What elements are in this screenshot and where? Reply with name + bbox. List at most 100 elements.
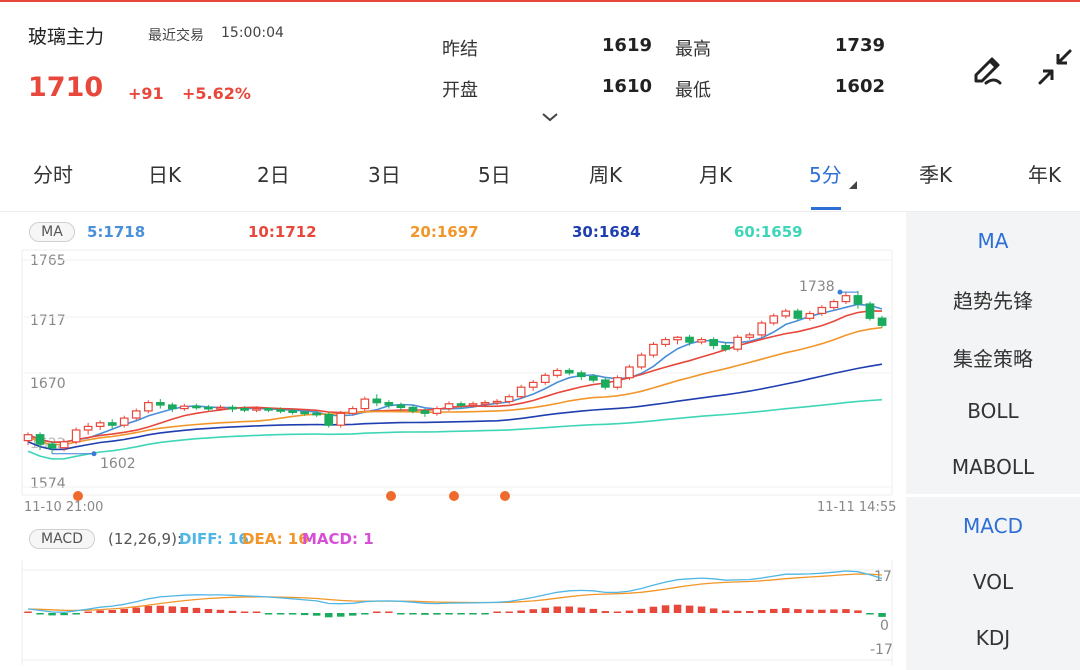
- macd-histogram-bar: [252, 611, 261, 613]
- down-candle: [35, 434, 45, 445]
- macd-histogram-bar: [842, 609, 850, 613]
- tab-3day[interactable]: 3日: [368, 163, 401, 187]
- collapse-arrows-icon[interactable]: [1034, 45, 1078, 89]
- side-item-fund-strategy[interactable]: 集金策略: [953, 347, 1033, 371]
- macd-indicator-pill[interactable]: MACD: [29, 529, 95, 549]
- up-candle: [697, 339, 706, 343]
- event-marker-dot: [449, 491, 459, 501]
- tab-yearly-k[interactable]: 年K: [1028, 163, 1062, 187]
- down-candle: [156, 402, 165, 406]
- macd-histogram-bar: [385, 611, 393, 613]
- up-candle: [540, 374, 550, 383]
- side-item-vol[interactable]: VOL: [972, 570, 1014, 594]
- up-candle: [733, 336, 743, 350]
- side-item-macd[interactable]: MACD: [963, 514, 1023, 538]
- expand-chevron-icon[interactable]: [541, 110, 559, 124]
- macd-histogram-bar: [72, 613, 80, 615]
- x-end-label: 11-11 14:55: [817, 500, 897, 515]
- macd-histogram-bar: [553, 606, 561, 613]
- up-candle: [131, 410, 141, 419]
- down-candle: [877, 317, 887, 326]
- down-candle: [264, 408, 273, 411]
- macd-histogram-bar: [601, 611, 610, 613]
- tab-quarterly-k[interactable]: 季K: [919, 163, 953, 187]
- macd-histogram-bar: [48, 613, 56, 616]
- open-label: 开盘: [442, 80, 478, 101]
- macd-histogram-bar: [397, 613, 405, 615]
- up-candle: [504, 396, 514, 403]
- down-candle: [600, 379, 610, 388]
- macd-histogram-bar: [132, 607, 140, 613]
- tab-5day[interactable]: 5日: [478, 163, 511, 187]
- macd-histogram-bar: [529, 609, 537, 613]
- macd-diff-line: [27, 570, 883, 613]
- tab-monthly-k[interactable]: 月K: [699, 163, 733, 187]
- macd-histogram-bar: [806, 609, 814, 613]
- ma60-value: 60:1659: [734, 223, 803, 241]
- tab-fenshi[interactable]: 分时: [33, 163, 73, 187]
- macd-histogram-bar: [637, 608, 646, 613]
- macd-histogram-bar: [649, 606, 658, 613]
- macd-histogram-bar: [505, 611, 513, 613]
- macd-macd-value: MACD: 1: [302, 530, 374, 548]
- tab-5min[interactable]: 5分: [809, 163, 842, 187]
- side-item-boll[interactable]: BOLL: [967, 399, 1019, 423]
- up-candle: [59, 441, 69, 449]
- macd-histogram-bar: [216, 609, 225, 613]
- macd-histogram-bar: [770, 608, 778, 613]
- up-candle: [769, 315, 779, 324]
- macd-histogram-bar: [337, 613, 345, 617]
- up-candle: [444, 403, 454, 410]
- macd-histogram-bar: [758, 610, 766, 613]
- up-candle: [119, 417, 129, 426]
- up-candle: [661, 339, 670, 346]
- macd-histogram-bar: [854, 610, 862, 613]
- low-value: 1602: [834, 76, 885, 97]
- side-item-maboll[interactable]: MABOLL: [951, 455, 1035, 479]
- up-candle: [83, 425, 93, 431]
- macd-histogram-bar: [60, 613, 68, 616]
- down-candle: [312, 412, 321, 416]
- macd-histogram-bar: [84, 611, 92, 613]
- down-candle: [709, 339, 719, 347]
- up-candle: [817, 306, 827, 315]
- tab-daily-k[interactable]: 日K: [148, 163, 182, 187]
- tab-2day[interactable]: 2日: [257, 163, 290, 187]
- macd-histogram-bar: [421, 613, 429, 615]
- macd-histogram-bar: [577, 607, 586, 613]
- top-accent-line: [0, 0, 1080, 2]
- macd-params: (12,26,9):: [108, 530, 183, 548]
- prev-settle-value: 1619: [601, 35, 652, 56]
- up-candle: [649, 343, 658, 356]
- down-candle: [853, 295, 863, 305]
- down-candle: [300, 411, 309, 415]
- event-marker-dot: [73, 491, 83, 501]
- down-candle: [793, 310, 803, 319]
- side-item-trend-pioneer[interactable]: 趋势先锋: [953, 289, 1033, 313]
- macd-histogram-bar: [24, 611, 32, 613]
- macd-histogram-bar: [541, 607, 549, 613]
- macd-histogram-bar: [517, 610, 525, 613]
- tab-dropdown-caret-icon[interactable]: [849, 181, 857, 189]
- macd-histogram-bar: [697, 606, 706, 613]
- down-candle: [240, 408, 249, 411]
- side-item-kdj[interactable]: KDJ: [975, 626, 1011, 650]
- macd-histogram-bar: [733, 610, 742, 613]
- open-value: 1610: [601, 76, 652, 97]
- macd-histogram-bar: [830, 609, 838, 613]
- up-candle: [757, 322, 767, 336]
- draw-pen-icon[interactable]: [966, 45, 1010, 89]
- kline-chart-canvas[interactable]: [0, 0, 906, 670]
- up-candle: [71, 429, 81, 443]
- ma-indicator-pill[interactable]: MA: [29, 222, 75, 242]
- up-candle: [781, 310, 791, 317]
- up-candle: [552, 369, 562, 376]
- macd-y-tick: -17: [870, 642, 893, 658]
- macd-y-tick: 0: [880, 618, 889, 634]
- tab-weekly-k[interactable]: 周K: [589, 163, 623, 187]
- y-tick-label: 1574: [30, 476, 66, 492]
- side-item-ma[interactable]: MA: [977, 229, 1009, 253]
- event-marker-dot: [500, 491, 510, 501]
- down-candle: [564, 369, 574, 374]
- up-candle: [216, 406, 225, 410]
